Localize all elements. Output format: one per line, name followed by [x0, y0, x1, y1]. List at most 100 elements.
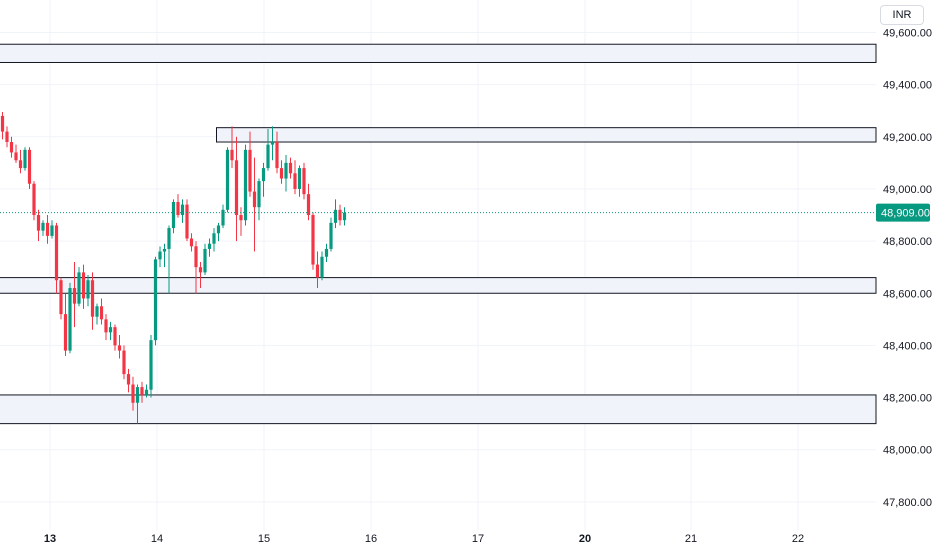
candle-body [108, 327, 113, 333]
candle-body [54, 225, 59, 281]
candle-body [171, 201, 176, 229]
grid [0, 0, 876, 530]
y-tick-label: 48,800.00 [883, 236, 932, 248]
candle-body [95, 306, 99, 317]
x-tick-label: 20 [579, 533, 591, 545]
y-tick-label: 47,800.00 [883, 497, 932, 509]
currency-badge[interactable]: INR [880, 5, 924, 25]
x-tick-label: 22 [792, 533, 804, 545]
x-tick-label: 13 [44, 533, 56, 545]
candle-body [315, 264, 320, 278]
candle-body [45, 222, 50, 236]
zones [0, 43, 877, 425]
candle-body [203, 248, 207, 273]
candle-body [252, 191, 257, 208]
candle-body [104, 319, 108, 333]
candle-body [23, 149, 27, 169]
candle-body [90, 280, 95, 317]
candle-body [212, 233, 216, 244]
candle-body [320, 256, 324, 278]
candle-body [284, 162, 288, 179]
candle-body [306, 194, 311, 216]
zone-box [0, 277, 877, 294]
candle-body [248, 149, 252, 192]
candle-body [270, 142, 275, 145]
candle-body [207, 243, 212, 249]
candle-body [99, 306, 104, 320]
candle-body [140, 387, 144, 395]
candle-body [68, 288, 72, 351]
y-tick-label: 49,000.00 [883, 184, 932, 196]
candle-body [81, 272, 86, 299]
candle-body [86, 280, 90, 299]
candle-body [36, 215, 41, 231]
x-tick-label: 15 [258, 533, 270, 545]
candle-body [198, 267, 203, 273]
candle-body [239, 215, 243, 221]
y-tick-label: 49,200.00 [883, 132, 932, 144]
y-tick-label: 48,600.00 [883, 288, 932, 300]
candle-body [185, 204, 189, 239]
candle-body [59, 280, 63, 315]
zone-box [0, 394, 877, 425]
candle-body [279, 168, 284, 179]
candle-body [176, 201, 180, 216]
candle-body [243, 149, 248, 221]
last-price-label: 48,909.00 [881, 208, 930, 220]
candle-body [131, 384, 135, 403]
candle-body [329, 222, 333, 249]
candle-body [338, 209, 342, 221]
candle-body [221, 209, 225, 226]
candle-body [117, 345, 122, 351]
y-axis[interactable]: 49,600.00 49,400.00 49,200.00 49,000.00 48,8… [876, 28, 932, 509]
candle-body [14, 152, 18, 161]
candle-body [333, 209, 338, 223]
candle-body [194, 246, 198, 268]
zone-box [216, 127, 877, 143]
candle-body [257, 181, 261, 208]
candle-body [41, 222, 45, 231]
candle-body [324, 248, 329, 257]
candle-body [50, 225, 54, 236]
candle-body [162, 248, 167, 252]
candles [0, 112, 347, 424]
candle-body [288, 162, 293, 174]
candle-body [32, 183, 36, 216]
x-tick-label: 17 [472, 533, 484, 545]
candle-body [135, 387, 140, 403]
candle-body [63, 314, 68, 351]
x-tick-label: 21 [685, 533, 697, 545]
candle-body [27, 149, 32, 184]
candle-body [342, 212, 347, 221]
candle-body [266, 144, 270, 169]
candle-body [297, 168, 302, 189]
x-axis[interactable]: 13 14 15 16 17 20 21 22 [44, 533, 804, 545]
candle-body [261, 168, 266, 182]
candle-body [77, 272, 81, 304]
x-tick-label: 16 [365, 533, 377, 545]
candle-body [302, 168, 306, 195]
candle-body [189, 238, 194, 247]
y-tick-label: 48,000.00 [883, 445, 932, 457]
candle-body [230, 149, 234, 161]
candle-body [225, 149, 230, 210]
candle-body [216, 225, 221, 234]
candle-body [5, 131, 9, 143]
x-tick-label: 14 [151, 533, 163, 545]
candle-body [126, 374, 131, 385]
candle-body [311, 215, 315, 265]
candle-body [9, 142, 14, 153]
candle-body [18, 160, 23, 169]
candle-body [158, 251, 162, 260]
candle-body [0, 115, 5, 132]
candle-body [149, 340, 153, 390]
candle-body [234, 160, 239, 216]
candle-body [275, 142, 279, 169]
candle-body [293, 173, 297, 189]
candle-body [72, 288, 77, 304]
candle-body [113, 327, 117, 346]
y-tick-label: 48,400.00 [883, 340, 932, 352]
zone-box [0, 43, 877, 63]
